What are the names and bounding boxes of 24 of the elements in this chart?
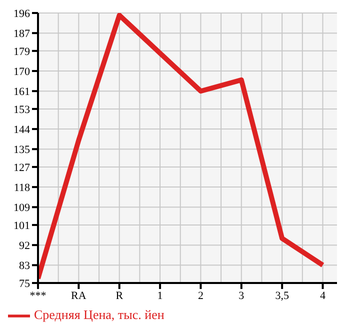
y-tick-label: 161 xyxy=(14,86,30,98)
x-tick-label: 3 xyxy=(238,290,245,302)
x-tick-label: RA xyxy=(71,290,86,302)
x-tick-label: 4 xyxy=(320,290,326,302)
legend-label: Средняя Цена, тыс. йен xyxy=(34,306,164,322)
x-tick-label: *** xyxy=(30,290,46,302)
y-tick-label: 101 xyxy=(14,220,30,232)
x-tick-label: 2 xyxy=(198,290,204,302)
x-tick-label: R xyxy=(116,290,124,302)
y-tick-label: 75 xyxy=(19,278,30,290)
y-tick-label: 83 xyxy=(19,260,30,272)
x-tick-label: 1 xyxy=(157,290,163,302)
y-tick-label: 187 xyxy=(14,28,30,40)
y-tick-label: 153 xyxy=(14,104,30,116)
y-tick-label: 135 xyxy=(14,144,30,156)
y-tick-label: 170 xyxy=(14,66,30,78)
y-tick-label: 109 xyxy=(14,202,30,214)
y-tick-label: 144 xyxy=(14,124,30,136)
y-tick-label: 92 xyxy=(19,240,30,252)
y-tick-label: 127 xyxy=(14,162,30,174)
y-tick-label: 179 xyxy=(14,46,30,58)
x-tick-label: 3,5 xyxy=(275,290,290,302)
y-tick-label: 196 xyxy=(14,8,30,20)
y-tick-label: 118 xyxy=(14,182,30,194)
